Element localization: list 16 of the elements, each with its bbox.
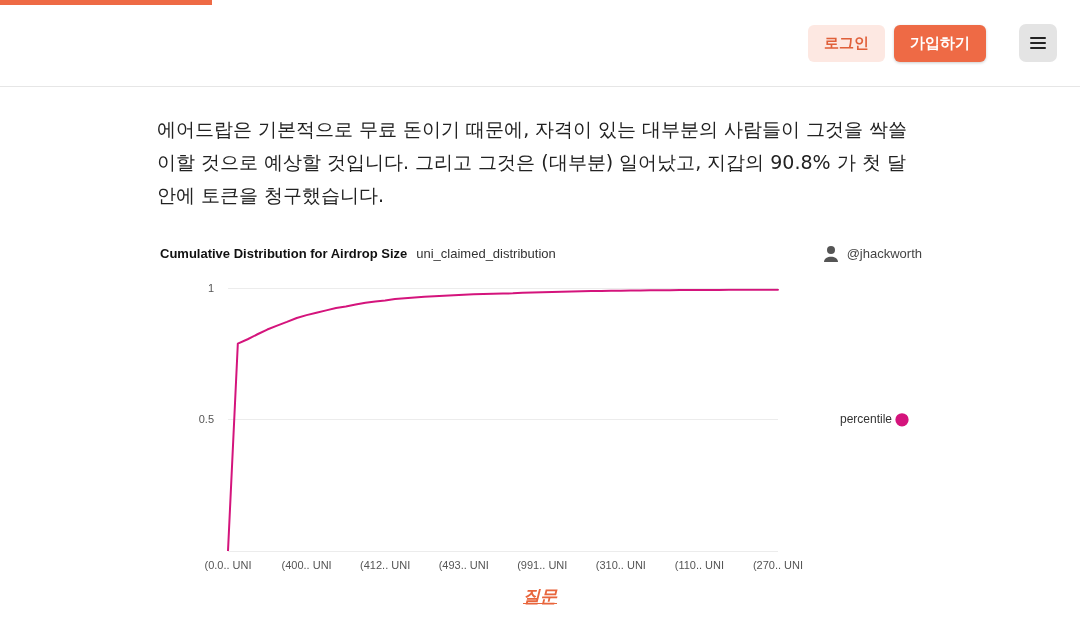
- text: @jhackworth: [846, 246, 922, 261]
- x-tick-label: (0.0.. UNI: [204, 558, 252, 571]
- x-tick-label: (412.. UNI: [360, 558, 411, 571]
- x-tick-label: (991.. UNI: [517, 558, 568, 571]
- legend-label: percentile: [839, 412, 893, 427]
- chart-title: Cumulative Distribution for Airdrop Size: [160, 246, 408, 261]
- x-tick-label: (270.. UNI: [752, 558, 804, 571]
- x-tick-label: (493.. UNI: [438, 558, 489, 571]
- y-tick-label: 1: [207, 281, 214, 294]
- x-tick-label: (400.. UNI: [281, 558, 332, 571]
- y-tick-label: 0.5: [198, 412, 214, 425]
- text: 에어드랍은 기본적으로 무료 돈이기 때문에, 자격이 있는 대부분의 사람들이 그것을 싹쓸이할 것으로 예상할 것입니다. 그리고 그것은 (대부분) 일어났고, 지갑의 90.8% 가 첫 달 안에 토큰을 청구했습니다.: [157, 117, 909, 208]
- x-tick-label: (110.. UNI: [674, 558, 725, 571]
- chart-subtitle: uni_claimed_distribution: [416, 246, 556, 261]
- x-tick-label: (310.. UNI: [595, 558, 646, 571]
- text: 질문: [523, 586, 557, 606]
